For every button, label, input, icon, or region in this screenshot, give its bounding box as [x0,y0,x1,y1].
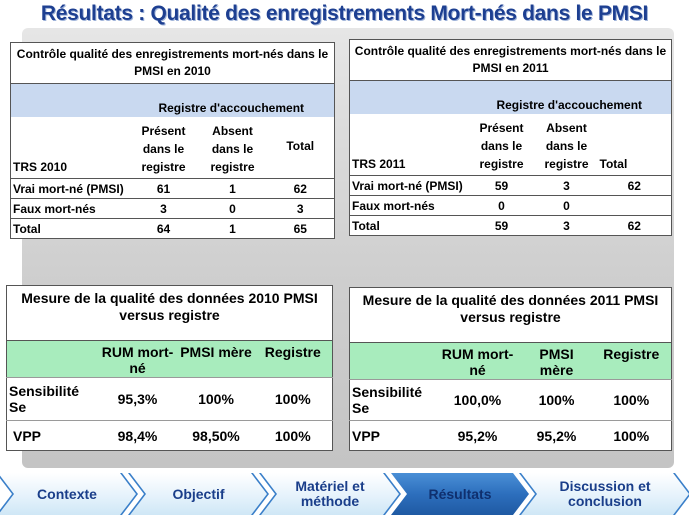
row-label: Vrai mort-né (PMSI) [349,175,468,196]
cell-present: 61 [128,178,199,199]
col-present: Présent dans le registre [141,124,186,174]
cell-total [597,195,672,216]
row-label: Sensibilité Se [6,377,97,421]
cell-registre: 100% [591,379,672,421]
cell-rum: 98,4% [96,420,179,451]
cell-total: 62 [597,215,672,236]
cell-absent: 0 [198,198,267,219]
cell-pmsi: 100% [521,379,592,421]
band-spacer [349,80,468,114]
quality-table-2011: Mesure de la qualité des données 2011 PM… [349,287,672,451]
cell-absent: 1 [198,178,267,199]
nav-item-label: Discussion et conclusion [559,478,651,509]
cell-pmsi: 98,50% [178,420,254,451]
col-pmsi: PMSI mère [521,342,592,380]
quality-table-2010: Mesure de la qualité des données 2010 PM… [6,285,333,451]
table-row: Faux mort-nés 3 0 3 [10,198,335,219]
quality-2011-caption: Mesure de la qualité des données 2011 PM… [362,292,659,325]
row-label: Faux mort-nés [349,195,468,216]
row-label: Vrai mort-né (PMSI) [10,178,129,199]
cell-rum: 95,2% [433,420,522,451]
nav-item-objectif[interactable]: Objectif [130,473,267,515]
cell-present: 3 [128,198,199,219]
band-spacer [10,83,129,117]
cell-registre: 100% [591,420,672,451]
cell-present: 59 [467,175,536,196]
quality-2010-caption: Mesure de la qualité des données 2010 PM… [21,290,318,323]
ghdr-spacer [349,342,434,380]
cell-total: 62 [266,178,335,199]
nav-item-label: Objectif [172,485,225,502]
col-total: Total [599,157,628,171]
col-pmsi: PMSI mère [178,340,254,378]
cell-pmsi: 95,2% [521,420,592,451]
nav-item-materiel[interactable]: Matériel et méthode [261,473,399,515]
col-trs: TRS 2011 [352,157,406,171]
col-rum: RUM mort-né [433,342,522,380]
table-row: Total 59 3 62 [349,215,672,236]
cell-pmsi: 100% [178,377,254,421]
cell-total: 65 [266,218,335,239]
nav-item-resultats[interactable]: Résultats [391,473,529,515]
cell-present: 0 [467,195,536,216]
row-label: Faux mort-nés [10,198,129,219]
table-2010-caption: Contrôle qualité des enregistrements mor… [10,42,335,84]
cell-total: 62 [597,175,672,196]
table-row: Sensibilité Se 100,0% 100% 100% [349,379,672,421]
section-nav: Contexte Objectif Matériel et méthode Ré… [0,473,689,515]
row-label: VPP [349,420,434,451]
table-row: Total 64 1 65 [10,218,335,239]
col-registre: Registre [591,342,672,380]
table-row: Vrai mort-né (PMSI) 59 3 62 [349,175,672,196]
cell-rum: 95,3% [96,377,179,421]
nav-item-discussion[interactable]: Discussion et conclusion [521,473,689,515]
slide-title: Résultats : Qualité des enregistrements … [40,2,649,25]
ghdr-spacer [6,340,97,378]
cell-total: 3 [266,198,335,219]
row-label: VPP [6,420,97,451]
table-2010: Contrôle qualité des enregistrements mor… [10,42,335,239]
col-rum: RUM mort-né [96,340,179,378]
cell-registre: 100% [253,420,333,451]
nav-item-label: Matériel et méthode [295,478,365,509]
nav-item-contexte[interactable]: Contexte [0,473,136,515]
col-total: Total [286,139,315,154]
registre-header: Registre d'accouchement [128,83,335,117]
cell-present: 64 [128,218,199,239]
table-row: Vrai mort-né (PMSI) 61 1 62 [10,178,335,199]
cell-absent: 3 [535,215,598,236]
col-absent: Absent dans le registre [210,124,255,174]
col-present: Présent dans le registre [479,121,524,171]
table-row: Sensibilité Se 95,3% 100% 100% [6,377,333,421]
row-label: Total [10,218,129,239]
col-trs: TRS 2010 [13,160,68,174]
nav-item-label: Contexte [37,485,97,502]
table-row: Faux mort-nés 0 0 [349,195,672,216]
cell-absent: 1 [198,218,267,239]
row-label: Sensibilité Se [349,379,434,421]
table-2011: Contrôle qualité des enregistrements mor… [349,39,672,236]
cell-present: 59 [467,215,536,236]
cell-registre: 100% [253,377,333,421]
nav-item-label: Résultats [428,485,492,502]
table-2011-caption: Contrôle qualité des enregistrements mor… [349,39,672,81]
row-label: Total [349,215,468,236]
table-row: VPP 95,2% 95,2% 100% [349,420,672,451]
registre-header: Registre d'accouchement [467,80,672,114]
col-registre: Registre [253,340,333,378]
cell-rum: 100,0% [433,379,522,421]
cell-absent: 3 [535,175,598,196]
table-row: VPP 98,4% 98,50% 100% [6,420,333,451]
col-absent: Absent dans le registre [544,121,589,171]
cell-absent: 0 [535,195,598,216]
